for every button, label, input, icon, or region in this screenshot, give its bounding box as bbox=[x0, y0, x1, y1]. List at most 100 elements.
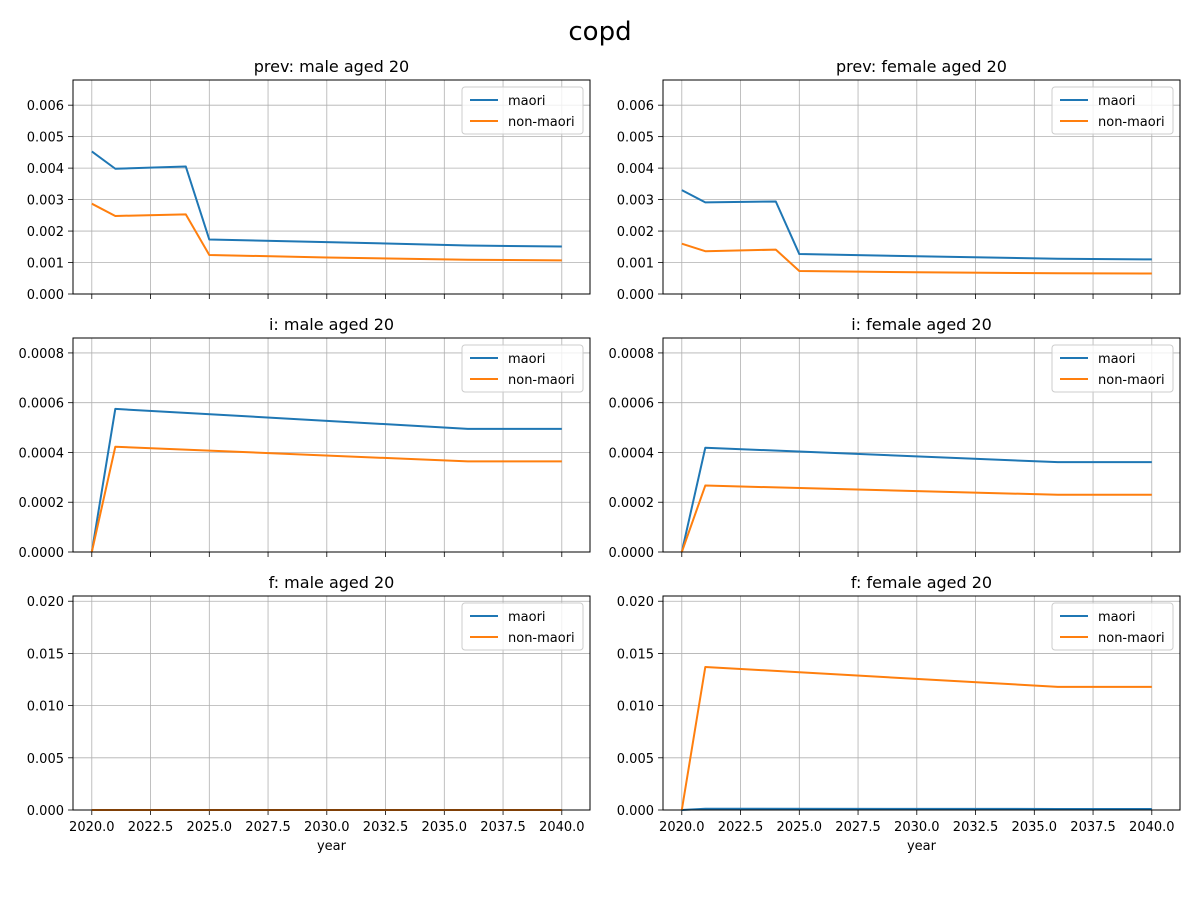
legend-label: non-maori bbox=[508, 631, 575, 646]
y-tick-label: 0.004 bbox=[27, 162, 64, 177]
y-tick-label: 0.0002 bbox=[19, 496, 65, 511]
y-tick-label: 0.000 bbox=[27, 288, 64, 303]
figure-title: copd bbox=[568, 17, 631, 47]
y-tick-label: 0.001 bbox=[27, 257, 64, 272]
series-line-non-maori bbox=[680, 665, 1152, 811]
legend-box bbox=[461, 602, 584, 651]
x-tick-label: 2020.0 bbox=[69, 820, 115, 835]
axes-frame bbox=[72, 337, 591, 553]
y-tick-label: 0.010 bbox=[617, 700, 654, 715]
y-tick-label: 0.003 bbox=[27, 194, 64, 209]
y-tick-label: 0.005 bbox=[617, 752, 654, 767]
y-tick-label: 0.000 bbox=[617, 804, 654, 819]
series-line-non-maori bbox=[681, 242, 1152, 275]
legend: maori non-maori bbox=[1051, 86, 1174, 135]
y-tick-label: 0.015 bbox=[27, 647, 64, 662]
subplot-title: f: male aged 20 bbox=[269, 573, 395, 592]
legend-label: maori bbox=[508, 94, 546, 109]
y-tick-label: 0.001 bbox=[617, 257, 654, 272]
y-tick-label: 0.004 bbox=[617, 162, 654, 177]
x-tick-label: 2035.0 bbox=[422, 820, 468, 835]
y-tick-label: 0.0008 bbox=[609, 347, 655, 362]
subplot-4: i: female aged 20 0.0000 0.0002 0.0004 0.000… bbox=[609, 315, 1181, 561]
series-line-maori bbox=[91, 150, 562, 248]
legend-label: non-maori bbox=[1098, 115, 1165, 130]
y-tick-label: 0.0000 bbox=[19, 546, 65, 561]
legend: maori non-maori bbox=[1051, 344, 1174, 393]
x-tick-label: 2040.0 bbox=[1129, 820, 1175, 835]
y-tick-label: 0.006 bbox=[27, 99, 64, 114]
subplot-title: i: male aged 20 bbox=[269, 315, 394, 334]
y-tick-label: 0.005 bbox=[27, 131, 64, 146]
y-tick-label: 0.006 bbox=[617, 99, 654, 114]
subplot-title: f: female aged 20 bbox=[851, 573, 992, 592]
subplot-title: i: female aged 20 bbox=[851, 315, 992, 334]
x-tick-label: 2032.5 bbox=[953, 820, 999, 835]
y-tick-label: 0.002 bbox=[617, 225, 654, 240]
legend-box bbox=[1051, 344, 1174, 393]
legend-box bbox=[1051, 86, 1174, 135]
y-tick-label: 0.005 bbox=[617, 131, 654, 146]
y-tick-label: 0.000 bbox=[617, 288, 654, 303]
subplot-title: prev: female aged 20 bbox=[836, 57, 1007, 76]
x-tick-label: 2020.0 bbox=[659, 820, 705, 835]
x-tick-label: 2037.5 bbox=[480, 820, 526, 835]
x-tick-label: 2030.0 bbox=[894, 820, 940, 835]
x-tick-label: 2032.5 bbox=[363, 820, 409, 835]
legend-label: maori bbox=[1098, 94, 1136, 109]
x-tick-label: 2027.5 bbox=[245, 820, 291, 835]
x-tick-label: 2022.5 bbox=[718, 820, 764, 835]
legend: maori non-maori bbox=[461, 86, 584, 135]
x-tick-label: 2035.0 bbox=[1012, 820, 1058, 835]
legend-label: non-maori bbox=[508, 115, 575, 130]
y-tick-label: 0.005 bbox=[27, 752, 64, 767]
x-tick-label: 2037.5 bbox=[1070, 820, 1116, 835]
y-tick-label: 0.000 bbox=[27, 804, 64, 819]
legend: maori non-maori bbox=[1051, 602, 1174, 651]
legend: maori non-maori bbox=[461, 602, 584, 651]
subplot-title: prev: male aged 20 bbox=[254, 57, 409, 76]
axes-frame bbox=[662, 595, 1181, 811]
legend-box bbox=[461, 344, 584, 393]
axes-frame bbox=[662, 337, 1181, 553]
series-line-non-maori bbox=[90, 445, 562, 553]
y-tick-label: 0.002 bbox=[27, 225, 64, 240]
y-tick-label: 0.0006 bbox=[609, 397, 655, 412]
legend-label: maori bbox=[508, 610, 546, 625]
legend-box bbox=[1051, 602, 1174, 651]
axes-frame bbox=[72, 79, 591, 295]
legend: maori non-maori bbox=[461, 344, 584, 393]
series-line-maori bbox=[680, 446, 1152, 553]
legend-box bbox=[461, 86, 584, 135]
series-line-non-maori bbox=[91, 202, 562, 262]
y-tick-label: 0.0000 bbox=[609, 546, 655, 561]
x-tick-label: 2025.0 bbox=[187, 820, 233, 835]
x-tick-label: 2025.0 bbox=[777, 820, 823, 835]
y-tick-label: 0.020 bbox=[617, 595, 654, 610]
series-line-non-maori bbox=[680, 484, 1152, 553]
series-line-maori bbox=[90, 407, 562, 553]
subplot-1: prev: male aged 20 0.000 0.001 0.002 0.003 0.… bbox=[27, 57, 591, 303]
subplot-2: prev: female aged 20 0.000 0.001 0.002 0.003… bbox=[617, 57, 1181, 303]
x-tick-label: 2040.0 bbox=[539, 820, 585, 835]
x-axis-label: year bbox=[907, 839, 937, 854]
y-tick-label: 0.0004 bbox=[609, 446, 655, 461]
y-tick-label: 0.0008 bbox=[19, 347, 65, 362]
x-tick-label: 2022.5 bbox=[128, 820, 174, 835]
axes-frame bbox=[662, 79, 1181, 295]
legend-label: maori bbox=[1098, 352, 1136, 367]
subplot-6: f: female aged 20 2020.0 2022.5 2025.0 2027.… bbox=[617, 573, 1181, 854]
legend-label: maori bbox=[508, 352, 546, 367]
subplot-3: i: male aged 20 0.0000 0.0002 0.0004 0.0006 0… bbox=[19, 315, 591, 561]
y-tick-label: 0.0004 bbox=[19, 446, 65, 461]
y-tick-label: 0.0002 bbox=[609, 496, 655, 511]
legend-label: maori bbox=[1098, 610, 1136, 625]
x-tick-label: 2027.5 bbox=[835, 820, 881, 835]
y-tick-label: 0.020 bbox=[27, 595, 64, 610]
x-axis-label: year bbox=[317, 839, 347, 854]
legend-label: non-maori bbox=[1098, 373, 1165, 388]
y-tick-label: 0.003 bbox=[617, 194, 654, 209]
y-tick-label: 0.010 bbox=[27, 700, 64, 715]
